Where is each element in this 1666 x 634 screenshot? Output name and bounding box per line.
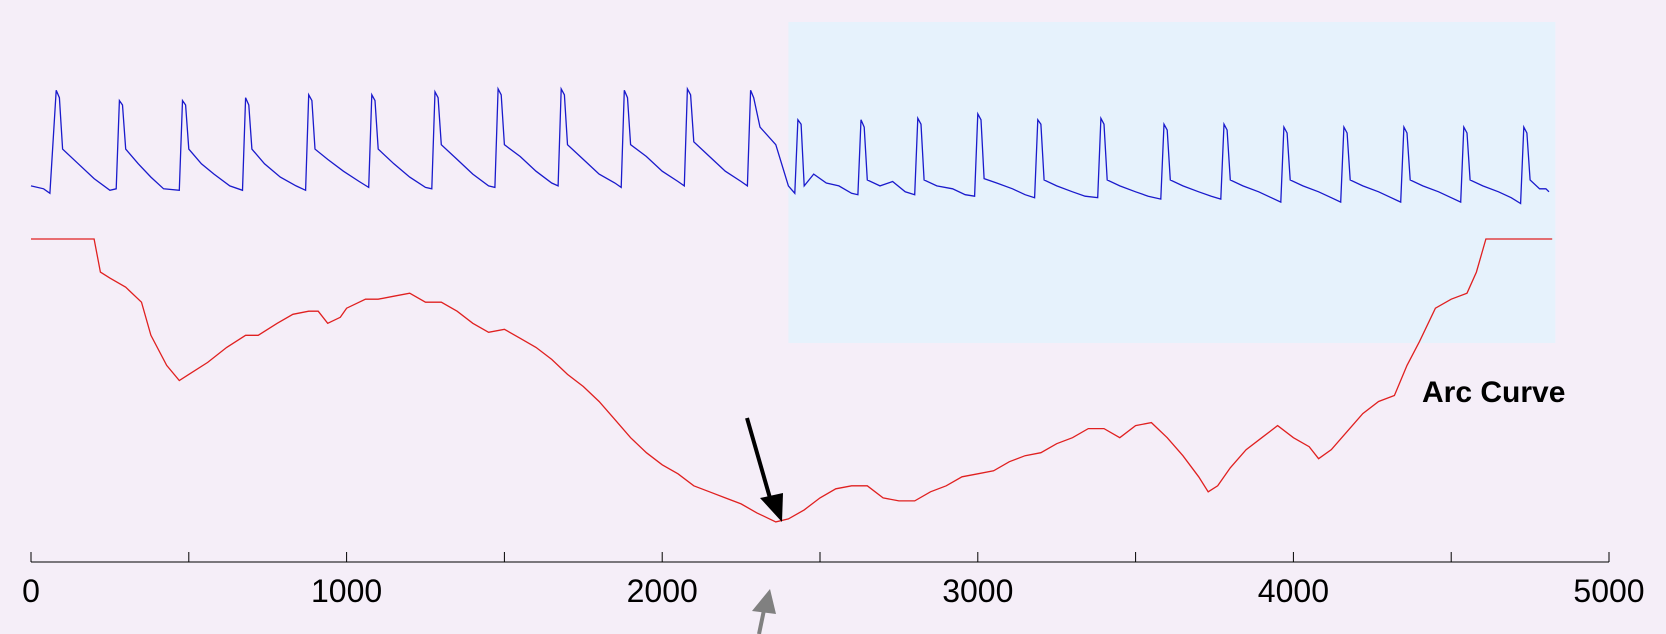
x-tick-label: 1000 xyxy=(311,573,382,609)
arc-curve-series-line xyxy=(31,238,1553,523)
waveform-series-line xyxy=(30,86,1550,205)
arc-curve-label: Arc Curve xyxy=(1422,376,1565,409)
x-tick-label: 5000 xyxy=(1573,573,1644,609)
x-tick-label: 4000 xyxy=(1258,573,1329,609)
x-tick-label: 3000 xyxy=(942,573,1013,609)
gray-arrow-annotation xyxy=(752,589,776,634)
x-tick-label: 0 xyxy=(22,573,40,609)
x-axis: 0 1000 2000 3000 4000 5000 xyxy=(22,552,1645,609)
highlight-region xyxy=(788,22,1556,343)
black-arrow-annotation xyxy=(745,417,783,522)
x-tick-label: 2000 xyxy=(627,573,698,609)
